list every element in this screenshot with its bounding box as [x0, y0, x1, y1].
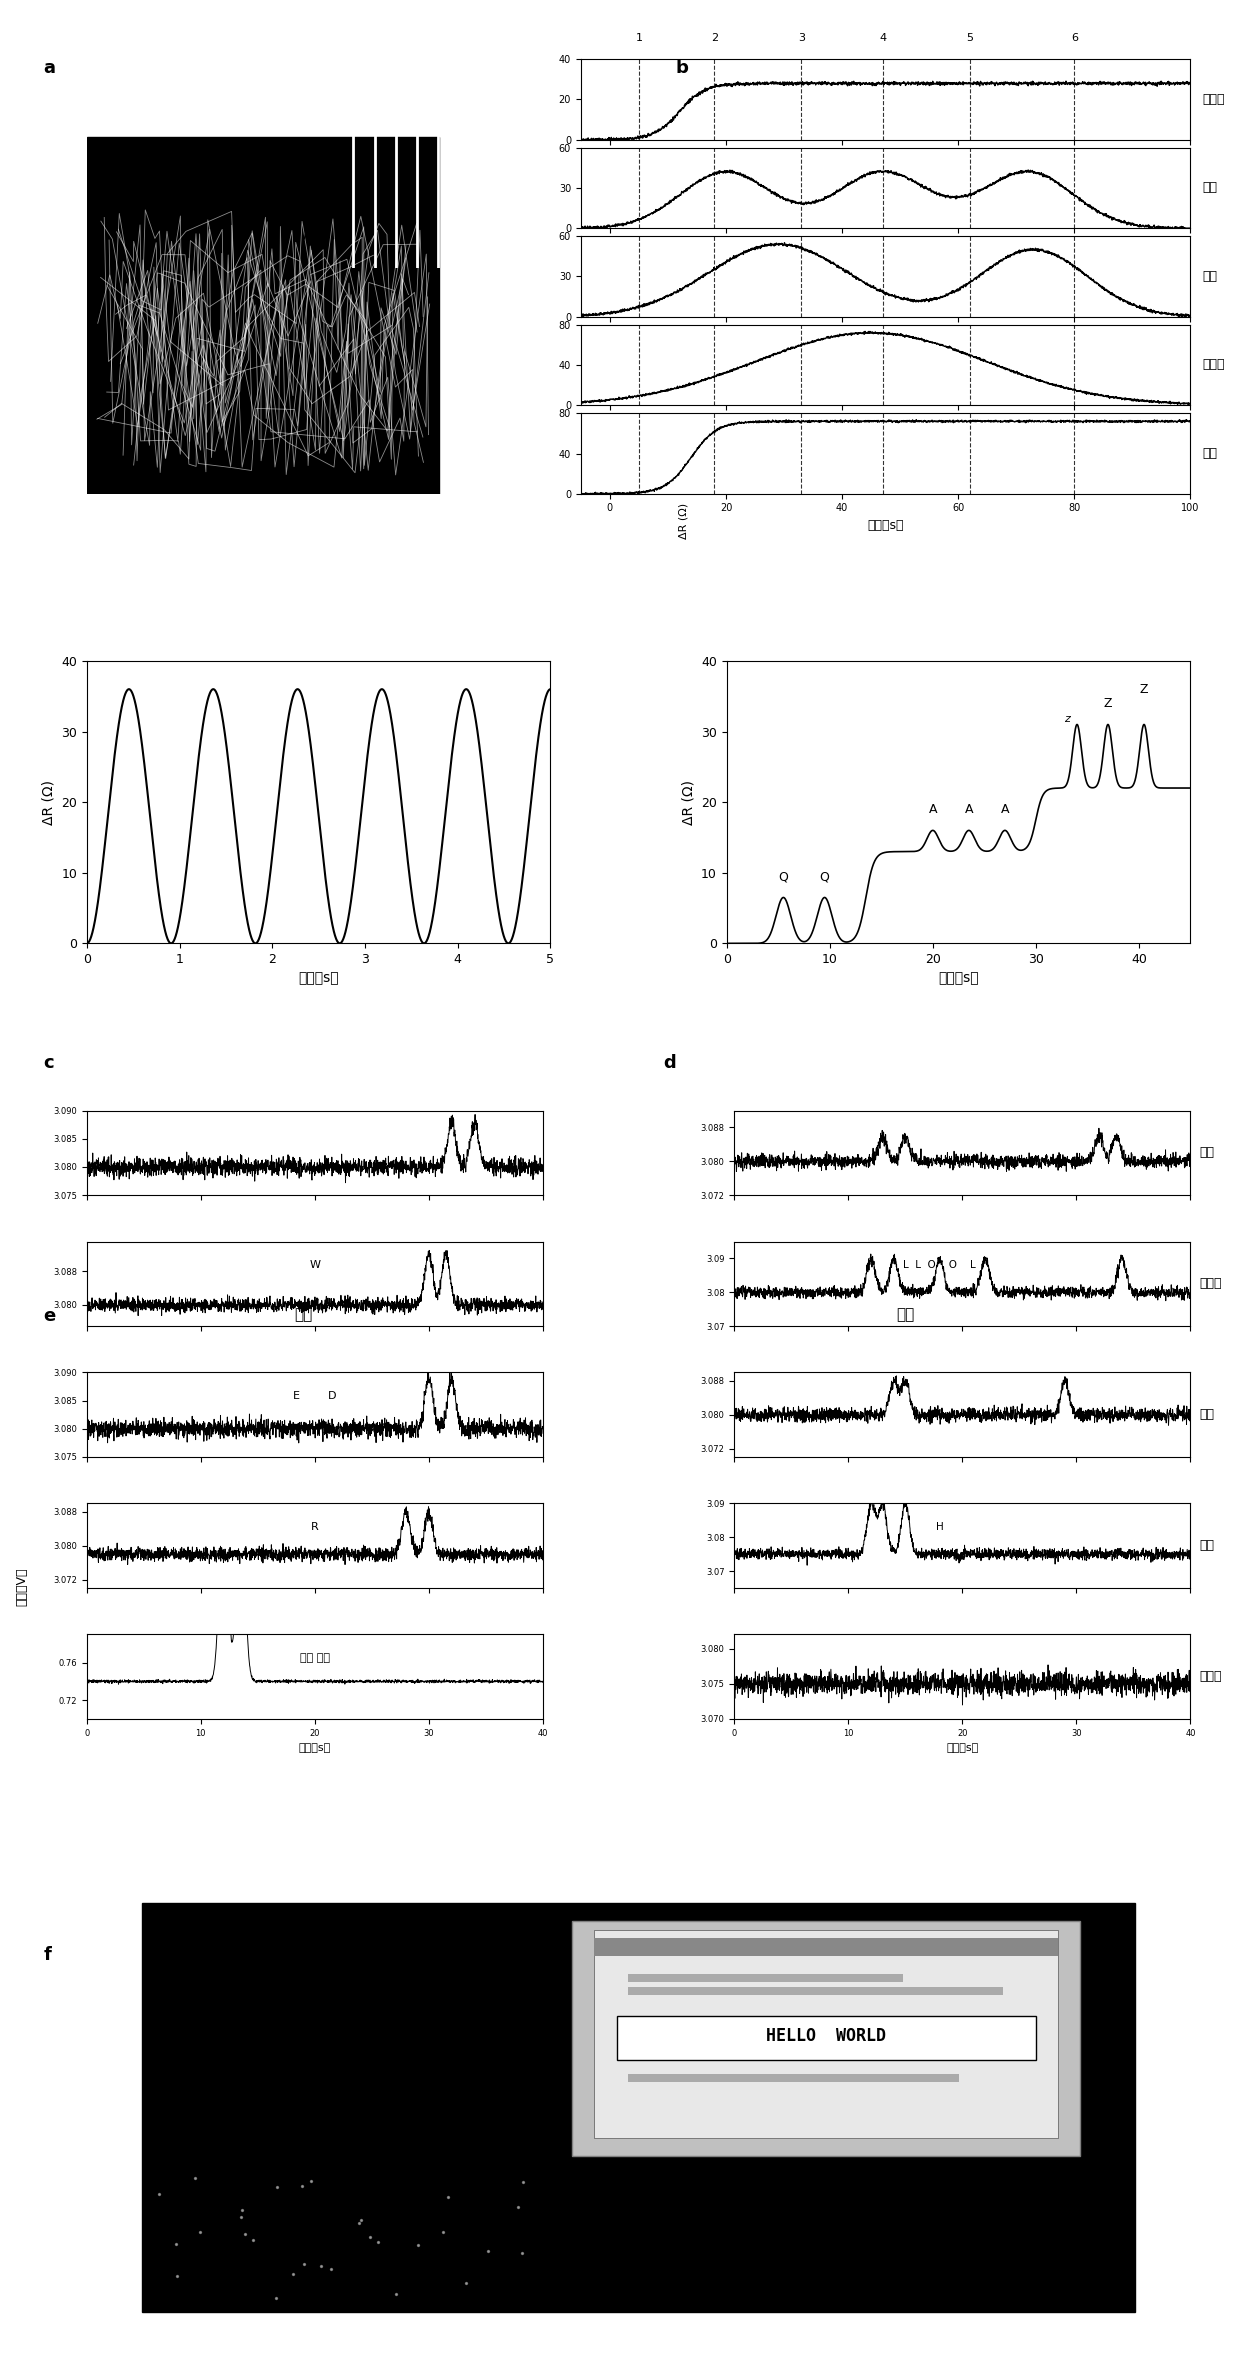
- Y-axis label: ΔR (Ω): ΔR (Ω): [42, 779, 56, 824]
- Text: 3: 3: [797, 33, 805, 43]
- Text: HELLO  WORLD: HELLO WORLD: [766, 2027, 887, 2046]
- Point: [352, 2200, 372, 2238]
- FancyBboxPatch shape: [627, 1987, 1003, 1994]
- Text: Q: Q: [820, 871, 830, 883]
- Point: [348, 2205, 368, 2242]
- Point: [361, 2219, 381, 2257]
- Text: d: d: [663, 1054, 676, 1073]
- Point: [513, 2164, 533, 2202]
- Point: [321, 2250, 341, 2287]
- Point: [243, 2221, 263, 2259]
- Point: [293, 2167, 312, 2205]
- Text: a: a: [43, 59, 56, 78]
- X-axis label: 时间（s）: 时间（s）: [946, 1743, 978, 1752]
- FancyBboxPatch shape: [594, 1930, 1058, 2138]
- Text: 6: 6: [1071, 33, 1078, 43]
- Text: 空格 空格: 空格 空格: [300, 1653, 330, 1662]
- X-axis label: 时间（s）: 时间（s）: [299, 971, 339, 985]
- Text: 无名指: 无名指: [1203, 358, 1225, 372]
- Point: [439, 2179, 459, 2216]
- Text: 5: 5: [966, 33, 973, 43]
- Point: [268, 2169, 288, 2207]
- Text: R: R: [311, 1523, 319, 1532]
- FancyBboxPatch shape: [143, 1904, 1136, 2311]
- X-axis label: 时间（s）: 时间（s）: [867, 519, 904, 533]
- Text: 大拇指: 大拇指: [1203, 92, 1225, 107]
- Text: A: A: [929, 803, 937, 817]
- Text: H: H: [936, 1523, 944, 1532]
- Point: [508, 2188, 528, 2226]
- Text: 食指: 食指: [1203, 182, 1218, 194]
- Text: e: e: [43, 1307, 56, 1326]
- Text: 左手: 左手: [295, 1307, 312, 1321]
- Point: [283, 2254, 303, 2292]
- FancyBboxPatch shape: [87, 137, 439, 495]
- Point: [167, 2257, 187, 2295]
- Text: W: W: [309, 1260, 320, 1269]
- Text: 4: 4: [879, 33, 887, 43]
- Point: [294, 2245, 314, 2283]
- Text: 无名指: 无名指: [1199, 1276, 1223, 1291]
- Point: [311, 2247, 331, 2285]
- Text: 1: 1: [635, 33, 642, 43]
- Text: 食指: 食指: [1199, 1539, 1214, 1551]
- Text: E        D: E D: [293, 1390, 336, 1402]
- Text: 电位（V）: 电位（V）: [15, 1568, 27, 1606]
- Point: [408, 2226, 428, 2264]
- Text: Z: Z: [1104, 696, 1112, 710]
- Point: [190, 2214, 210, 2252]
- Text: 2: 2: [711, 33, 718, 43]
- FancyBboxPatch shape: [627, 1975, 904, 1982]
- Point: [232, 2190, 252, 2228]
- Point: [236, 2214, 255, 2252]
- Point: [166, 2226, 186, 2264]
- X-axis label: 时间（s）: 时间（s）: [939, 971, 978, 985]
- Text: c: c: [43, 1054, 55, 1073]
- Point: [433, 2214, 453, 2252]
- Point: [185, 2160, 205, 2198]
- Text: Q: Q: [779, 871, 789, 883]
- Point: [301, 2162, 321, 2200]
- Text: 小指: 小指: [1199, 1146, 1214, 1160]
- Text: Z: Z: [1140, 684, 1148, 696]
- FancyBboxPatch shape: [573, 1920, 1080, 2155]
- Point: [512, 2235, 532, 2273]
- Text: f: f: [43, 1946, 51, 1965]
- Point: [386, 2276, 405, 2314]
- FancyBboxPatch shape: [616, 2018, 1035, 2060]
- Point: [149, 2176, 169, 2214]
- Text: L  L  O    O    L: L L O O L: [903, 1260, 976, 1269]
- Text: 小指: 小指: [1203, 448, 1218, 459]
- Text: A: A: [1001, 803, 1009, 817]
- Point: [368, 2224, 388, 2261]
- Point: [267, 2280, 286, 2318]
- Point: [232, 2198, 252, 2235]
- Y-axis label: ΔR (Ω): ΔR (Ω): [682, 779, 696, 824]
- Text: A: A: [965, 803, 973, 817]
- X-axis label: 时间（s）: 时间（s）: [299, 1743, 331, 1752]
- Point: [456, 2264, 476, 2302]
- Text: z: z: [1064, 715, 1070, 725]
- Text: b: b: [676, 59, 688, 78]
- Text: 大拇指: 大拇指: [1199, 1669, 1223, 1684]
- FancyBboxPatch shape: [594, 1939, 1058, 1956]
- Point: [477, 2231, 497, 2269]
- Text: 中指: 中指: [1199, 1409, 1214, 1421]
- FancyBboxPatch shape: [627, 2074, 959, 2081]
- Text: 右手: 右手: [897, 1307, 914, 1321]
- Text: ΔR (Ω): ΔR (Ω): [678, 502, 688, 540]
- Text: 中指: 中指: [1203, 270, 1218, 282]
